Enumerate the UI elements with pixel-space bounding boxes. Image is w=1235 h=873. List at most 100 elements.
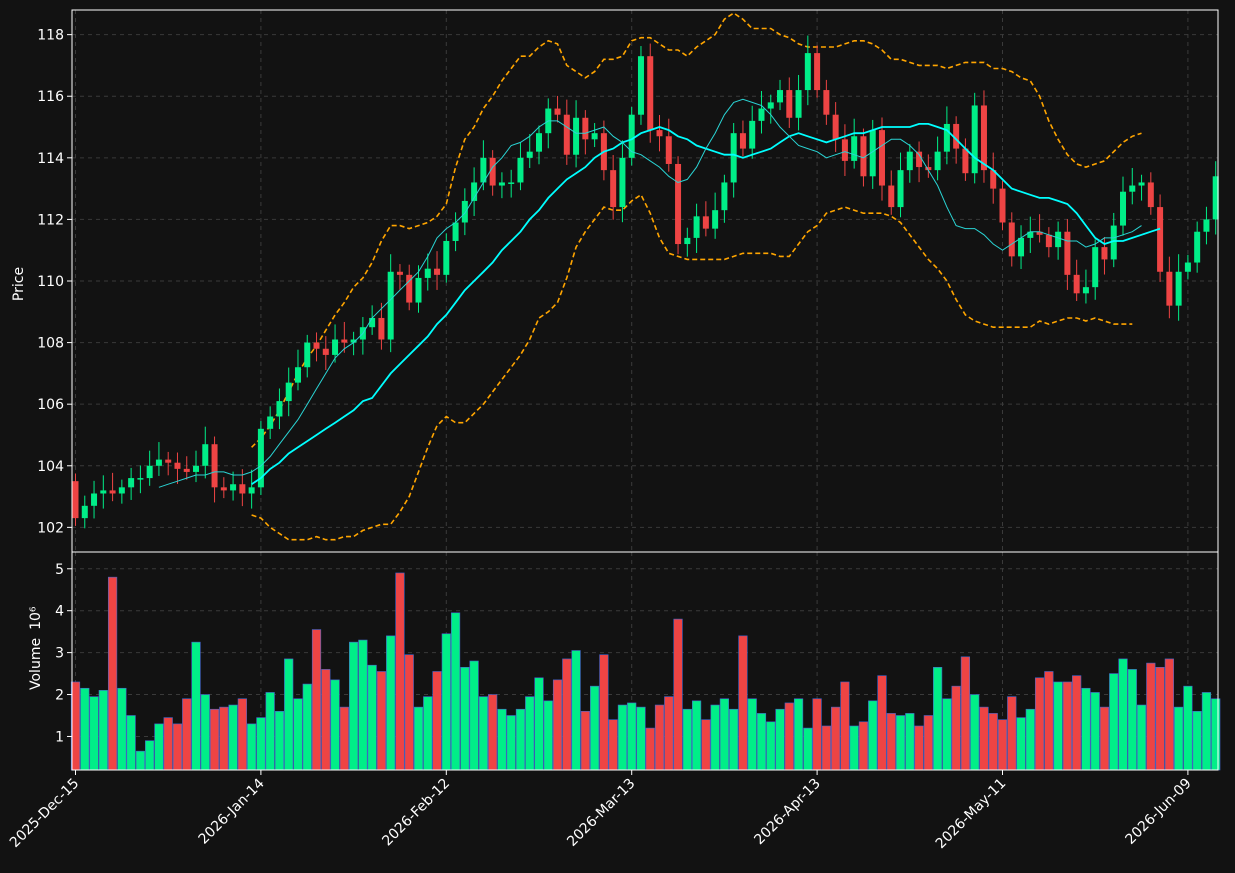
volume-bar	[970, 694, 980, 771]
volume-bar	[1109, 673, 1119, 771]
candle-up	[573, 117, 580, 155]
volume-bar	[738, 635, 748, 771]
volume-bar	[1062, 681, 1072, 771]
candle-up	[146, 465, 153, 479]
volume-bar	[821, 725, 831, 771]
volume-bar	[710, 704, 720, 771]
volume-bar	[311, 629, 322, 771]
volume-bar	[691, 700, 702, 771]
volume-bar	[886, 713, 896, 771]
candle-down	[665, 136, 672, 164]
candle-up	[1184, 262, 1191, 272]
candle-up	[591, 133, 598, 140]
candle-down	[109, 490, 116, 494]
volume-bar	[321, 669, 331, 771]
candle-up	[804, 53, 811, 91]
candle-down	[489, 157, 496, 186]
volume-bar	[367, 664, 377, 771]
volume-panel-frame	[71, 551, 1219, 771]
volume-bar	[543, 700, 553, 771]
candle-up	[619, 157, 626, 208]
candle-up	[276, 401, 283, 417]
volume-bar	[1136, 704, 1147, 771]
volume-bar	[135, 750, 145, 771]
candle-down	[832, 114, 839, 140]
volume-bar	[515, 708, 526, 771]
volume-bar	[682, 708, 692, 771]
candle-down	[953, 123, 960, 149]
candle-up	[869, 130, 876, 177]
candle-down	[1147, 182, 1154, 208]
volume-bar	[562, 658, 572, 771]
volume-bar	[923, 715, 933, 771]
volume-axis-label-text: Volume	[28, 638, 44, 690]
candle-up	[971, 105, 978, 174]
volume-bar	[664, 696, 674, 771]
volume-bar	[182, 698, 192, 771]
volume-bar	[154, 723, 164, 771]
bollinger-bands	[251, 12, 1142, 541]
candle-down	[165, 459, 172, 463]
candle-up	[100, 490, 107, 494]
volume-bar	[1211, 698, 1221, 771]
candle-up	[387, 271, 394, 340]
candle-down	[656, 130, 663, 137]
volume-bar	[1025, 708, 1035, 771]
volume-bar	[386, 635, 396, 771]
candle-up	[498, 182, 505, 186]
volume-bar	[423, 696, 433, 771]
volume-bar	[599, 654, 609, 771]
candle-up	[777, 90, 784, 103]
volume-bar	[877, 675, 887, 771]
short-moving-average-line	[158, 98, 1142, 488]
volume-bar	[1072, 675, 1082, 771]
volume-bar	[1053, 681, 1063, 771]
candle-up	[721, 182, 728, 211]
candle-down	[396, 271, 403, 275]
candle-up	[304, 342, 311, 368]
candle-up	[1027, 231, 1034, 238]
candle-down	[341, 339, 348, 343]
candle-up	[1212, 176, 1219, 220]
volume-bar	[580, 711, 590, 771]
candle-up	[1120, 191, 1127, 226]
candle-down	[378, 317, 385, 340]
volume-bar	[654, 704, 665, 771]
candle-up	[758, 108, 765, 121]
volume-bar	[831, 706, 841, 771]
candle-up	[230, 484, 237, 491]
candle-down	[563, 114, 570, 155]
volume-bar	[126, 715, 136, 771]
volume-tick-label: 3	[55, 646, 64, 662]
candle-up	[943, 123, 950, 152]
candle-up	[767, 102, 774, 109]
candle-up	[712, 210, 719, 229]
candle-down	[239, 484, 246, 494]
candle-down	[434, 268, 441, 275]
volume-bar	[358, 639, 368, 771]
candle-down	[72, 481, 79, 519]
candle-down	[675, 163, 682, 245]
volume-bar	[237, 698, 247, 771]
candle-down	[786, 90, 793, 118]
volume-bar	[441, 633, 451, 771]
candle-up	[415, 277, 422, 303]
volume-bar	[145, 740, 155, 771]
volume-bar	[627, 702, 637, 771]
volume-bar	[1081, 687, 1091, 771]
price-tick-label: 114	[37, 151, 64, 167]
candle-down	[174, 462, 181, 469]
candle-up	[91, 493, 98, 506]
candle-up	[285, 382, 292, 402]
volume-axis-exponent: 10⁶	[28, 606, 44, 630]
volume-bar	[247, 723, 257, 771]
volume-bar	[719, 698, 729, 771]
volume-bar	[117, 687, 127, 771]
volume-bar	[858, 721, 869, 771]
volume-bar	[1146, 662, 1156, 771]
candle-up	[81, 505, 88, 519]
volume-bar	[766, 721, 776, 771]
volume-bar	[960, 656, 971, 771]
candle-up	[1138, 182, 1145, 186]
